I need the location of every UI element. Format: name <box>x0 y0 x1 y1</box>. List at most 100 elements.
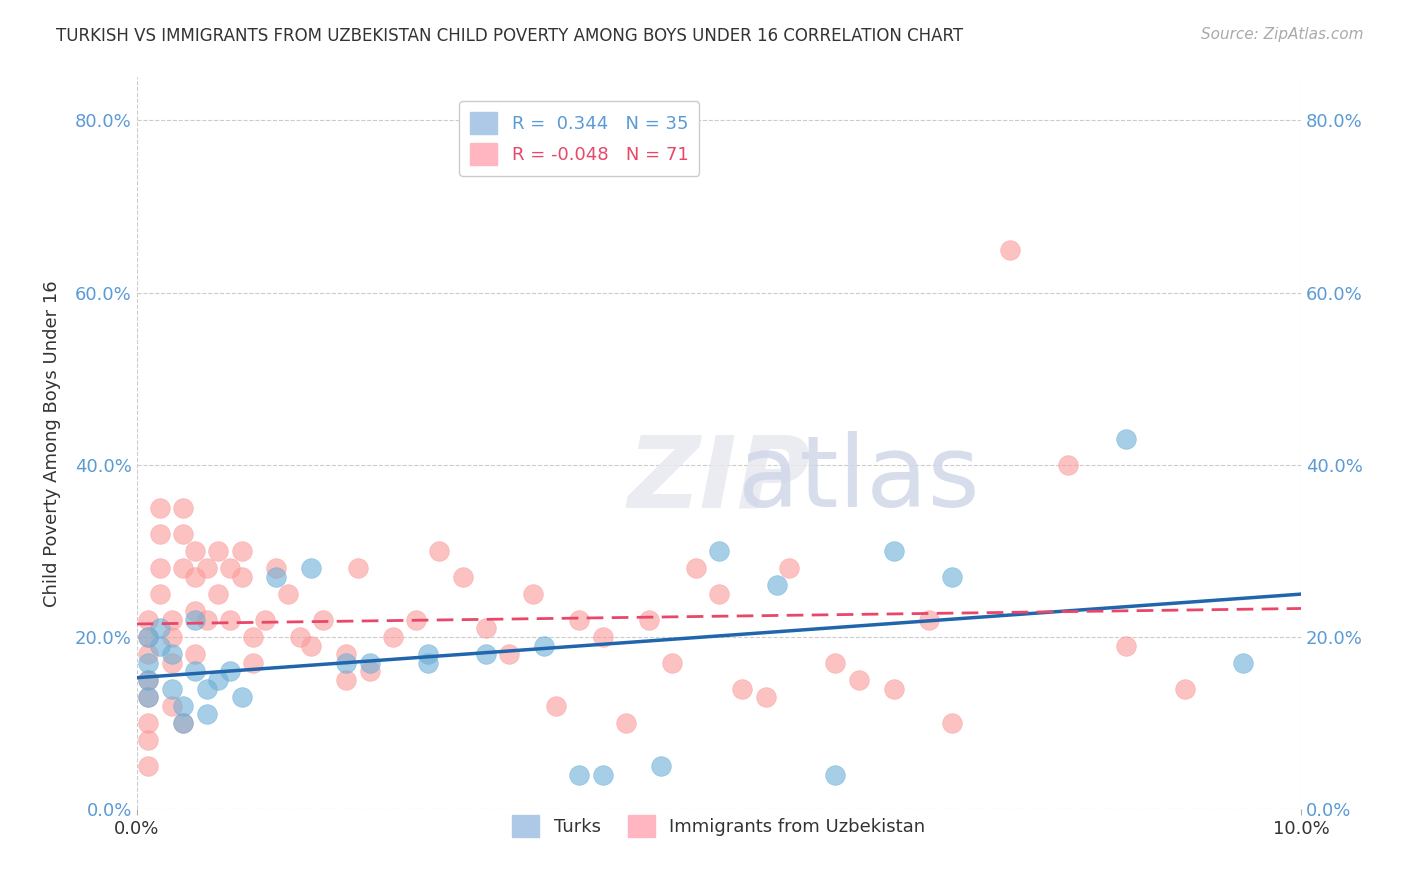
Point <box>184 570 207 584</box>
Point <box>242 656 264 670</box>
Point <box>266 561 288 575</box>
Text: ZIP: ZIP <box>627 432 810 528</box>
Point <box>568 768 591 782</box>
Point <box>219 665 242 679</box>
Point <box>138 759 160 773</box>
Point <box>266 570 288 584</box>
Point <box>172 526 194 541</box>
Point <box>231 690 253 705</box>
Point <box>299 639 322 653</box>
Point <box>149 526 172 541</box>
Text: TURKISH VS IMMIGRANTS FROM UZBEKISTAN CHILD POVERTY AMONG BOYS UNDER 16 CORRELAT: TURKISH VS IMMIGRANTS FROM UZBEKISTAN CH… <box>56 27 963 45</box>
Point <box>149 587 172 601</box>
Point <box>883 544 905 558</box>
Point <box>172 561 194 575</box>
Point <box>138 690 160 705</box>
Point <box>359 665 381 679</box>
Point <box>172 698 194 713</box>
Point <box>917 613 939 627</box>
Point <box>824 656 846 670</box>
Point <box>160 681 183 696</box>
Point <box>172 716 194 731</box>
Point <box>778 561 800 575</box>
Point <box>149 561 172 575</box>
Legend: Turks, Immigrants from Uzbekistan: Turks, Immigrants from Uzbekistan <box>505 807 932 844</box>
Point <box>231 544 253 558</box>
Point <box>160 630 183 644</box>
Point <box>416 647 439 661</box>
Point <box>172 500 194 515</box>
Point <box>848 673 870 687</box>
Point <box>242 630 264 644</box>
Point <box>184 544 207 558</box>
Point <box>475 621 498 635</box>
Point <box>1174 681 1197 696</box>
Point <box>416 656 439 670</box>
Point <box>253 613 276 627</box>
Point <box>941 716 963 731</box>
Point <box>138 733 160 747</box>
Point <box>522 587 544 601</box>
Point <box>219 561 242 575</box>
Point <box>138 690 160 705</box>
Point <box>941 570 963 584</box>
Point <box>138 630 160 644</box>
Point <box>661 656 683 670</box>
Point <box>359 656 381 670</box>
Point <box>138 673 160 687</box>
Point <box>347 561 370 575</box>
Text: Source: ZipAtlas.com: Source: ZipAtlas.com <box>1201 27 1364 42</box>
Point <box>533 639 555 653</box>
Point <box>592 630 614 644</box>
Point <box>149 500 172 515</box>
Point <box>312 613 335 627</box>
Point <box>998 243 1021 257</box>
Text: atlas: atlas <box>738 432 980 528</box>
Point <box>288 630 311 644</box>
Point <box>138 647 160 661</box>
Point <box>754 690 776 705</box>
Point <box>160 698 183 713</box>
Point <box>207 587 229 601</box>
Point <box>381 630 404 644</box>
Point <box>172 716 194 731</box>
Point <box>195 613 218 627</box>
Point <box>335 673 357 687</box>
Point <box>138 630 160 644</box>
Point <box>184 647 207 661</box>
Point <box>149 621 172 635</box>
Point <box>184 613 207 627</box>
Point <box>498 647 520 661</box>
Point <box>335 656 357 670</box>
Point <box>1115 639 1137 653</box>
Point <box>592 768 614 782</box>
Point <box>299 561 322 575</box>
Point <box>138 716 160 731</box>
Point <box>195 561 218 575</box>
Point <box>149 639 172 653</box>
Point <box>405 613 427 627</box>
Point <box>451 570 474 584</box>
Point <box>544 698 567 713</box>
Point <box>277 587 299 601</box>
Point <box>160 656 183 670</box>
Point <box>231 570 253 584</box>
Point <box>138 656 160 670</box>
Point <box>184 604 207 618</box>
Point <box>707 544 730 558</box>
Point <box>1057 458 1080 472</box>
Point <box>207 544 229 558</box>
Point <box>475 647 498 661</box>
Point <box>138 673 160 687</box>
Point <box>1115 432 1137 446</box>
Point <box>568 613 591 627</box>
Point <box>207 673 229 687</box>
Point <box>335 647 357 661</box>
Point <box>160 647 183 661</box>
Point <box>138 613 160 627</box>
Point <box>731 681 754 696</box>
Point <box>195 681 218 696</box>
Point <box>429 544 451 558</box>
Point <box>614 716 637 731</box>
Point <box>650 759 672 773</box>
